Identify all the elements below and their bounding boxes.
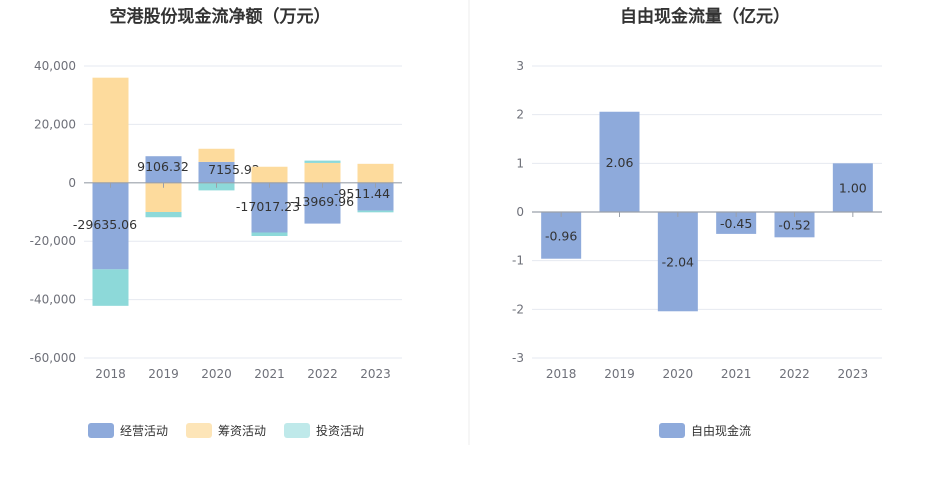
left-bar-经营活动 <box>92 182 129 270</box>
left-bar-经营活动 <box>145 156 182 183</box>
right-x-tick-label: 2022 <box>779 367 810 381</box>
left-y-tick-label: 40,000 <box>34 59 76 73</box>
left-bar-投资活动 <box>357 210 394 213</box>
right-data-label: 2.06 <box>606 155 634 170</box>
left-x-tick-label: 2023 <box>360 367 391 381</box>
left-bar-投资活动 <box>92 269 129 306</box>
left-x-tick-label: 2021 <box>254 367 285 381</box>
left-bar-经营活动 <box>304 182 341 224</box>
left-data-label: -29635.06 <box>73 217 137 232</box>
right-bar-自由现金流 <box>657 212 698 312</box>
right-x-tick-label: 2021 <box>721 367 752 381</box>
left-bar-投资活动 <box>251 232 288 236</box>
right-bar-自由现金流 <box>832 163 873 212</box>
left-x-tick-label: 2020 <box>201 367 232 381</box>
right-data-label: -0.52 <box>778 218 810 233</box>
left-y-tick-label: -40,000 <box>30 293 76 307</box>
left-x-tick-label: 2019 <box>148 367 179 381</box>
left-bar-筹资活动 <box>357 163 394 183</box>
left-legend-label: 投资活动 <box>316 423 364 438</box>
left-y-tick-label: -20,000 <box>30 234 76 248</box>
left-legend-swatch <box>186 423 212 438</box>
right-x-tick-label: 2023 <box>838 367 869 381</box>
left-bar-筹资活动 <box>304 162 341 183</box>
left-legend-swatch <box>284 423 310 438</box>
left-bar-经营活动 <box>198 161 235 183</box>
left-bar-经营活动 <box>251 182 288 233</box>
left-legend-swatch <box>88 423 114 438</box>
right-x-tick-label: 2018 <box>546 367 577 381</box>
right-y-tick-label: 1 <box>516 156 524 170</box>
right-data-label: -2.04 <box>662 255 694 270</box>
left-bar-筹资活动 <box>198 148 235 162</box>
left-chart: 40,000 20,000 0 -20,000 -40,000 -60,000 2018 -2… <box>30 59 402 438</box>
left-legend-label: 经营活动 <box>120 424 168 438</box>
left-legend-label: 筹资活动 <box>218 424 266 438</box>
left-data-label: -13969.96 <box>290 194 354 209</box>
left-data-label: -17017.23 <box>236 199 300 214</box>
right-y-tick-label: 3 <box>516 59 524 73</box>
left-bar-筹资活动 <box>92 77 129 183</box>
right-chart: 3 2 1 0 -1 -2 -3 2018 -0.96 2019 2.06 2020 -2.04 2021… <box>512 59 882 438</box>
right-y-tick-label: 2 <box>516 108 524 122</box>
right-legend-label: 自由现金流 <box>691 423 751 438</box>
left-x-tick-label: 2018 <box>95 367 126 381</box>
right-data-label: -0.45 <box>720 216 752 231</box>
right-data-label: 1.00 <box>839 181 867 196</box>
left-bar-筹资活动 <box>251 166 288 183</box>
left-chart-title: 空港股份现金流净额（万元） <box>110 6 331 27</box>
left-bar-投资活动 <box>304 160 341 163</box>
right-y-tick-label: -3 <box>512 351 524 365</box>
left-y-tick-label: -60,000 <box>30 351 76 365</box>
left-data-label: -9511.44 <box>334 186 390 201</box>
left-y-tick-label: 20,000 <box>34 117 76 131</box>
right-bar-自由现金流 <box>716 212 757 234</box>
right-bar-自由现金流 <box>541 212 582 259</box>
right-y-tick-label: -2 <box>512 302 524 316</box>
right-y-tick-label: -1 <box>512 254 524 268</box>
left-y-tick-label: 0 <box>68 176 76 190</box>
right-x-tick-label: 2020 <box>663 367 694 381</box>
right-chart-title: 自由现金流量（亿元） <box>620 6 790 27</box>
left-x-tick-label: 2022 <box>307 367 338 381</box>
right-y-tick-label: 0 <box>516 205 524 219</box>
left-data-label: 9106.32 <box>137 159 189 174</box>
left-data-label: 7155.92 <box>208 162 260 177</box>
right-x-tick-label: 2019 <box>604 367 635 381</box>
right-data-label: -0.96 <box>545 228 577 243</box>
right-legend-swatch <box>659 423 685 438</box>
right-bar-自由现金流 <box>599 111 640 212</box>
left-bar-投资活动 <box>145 212 182 218</box>
